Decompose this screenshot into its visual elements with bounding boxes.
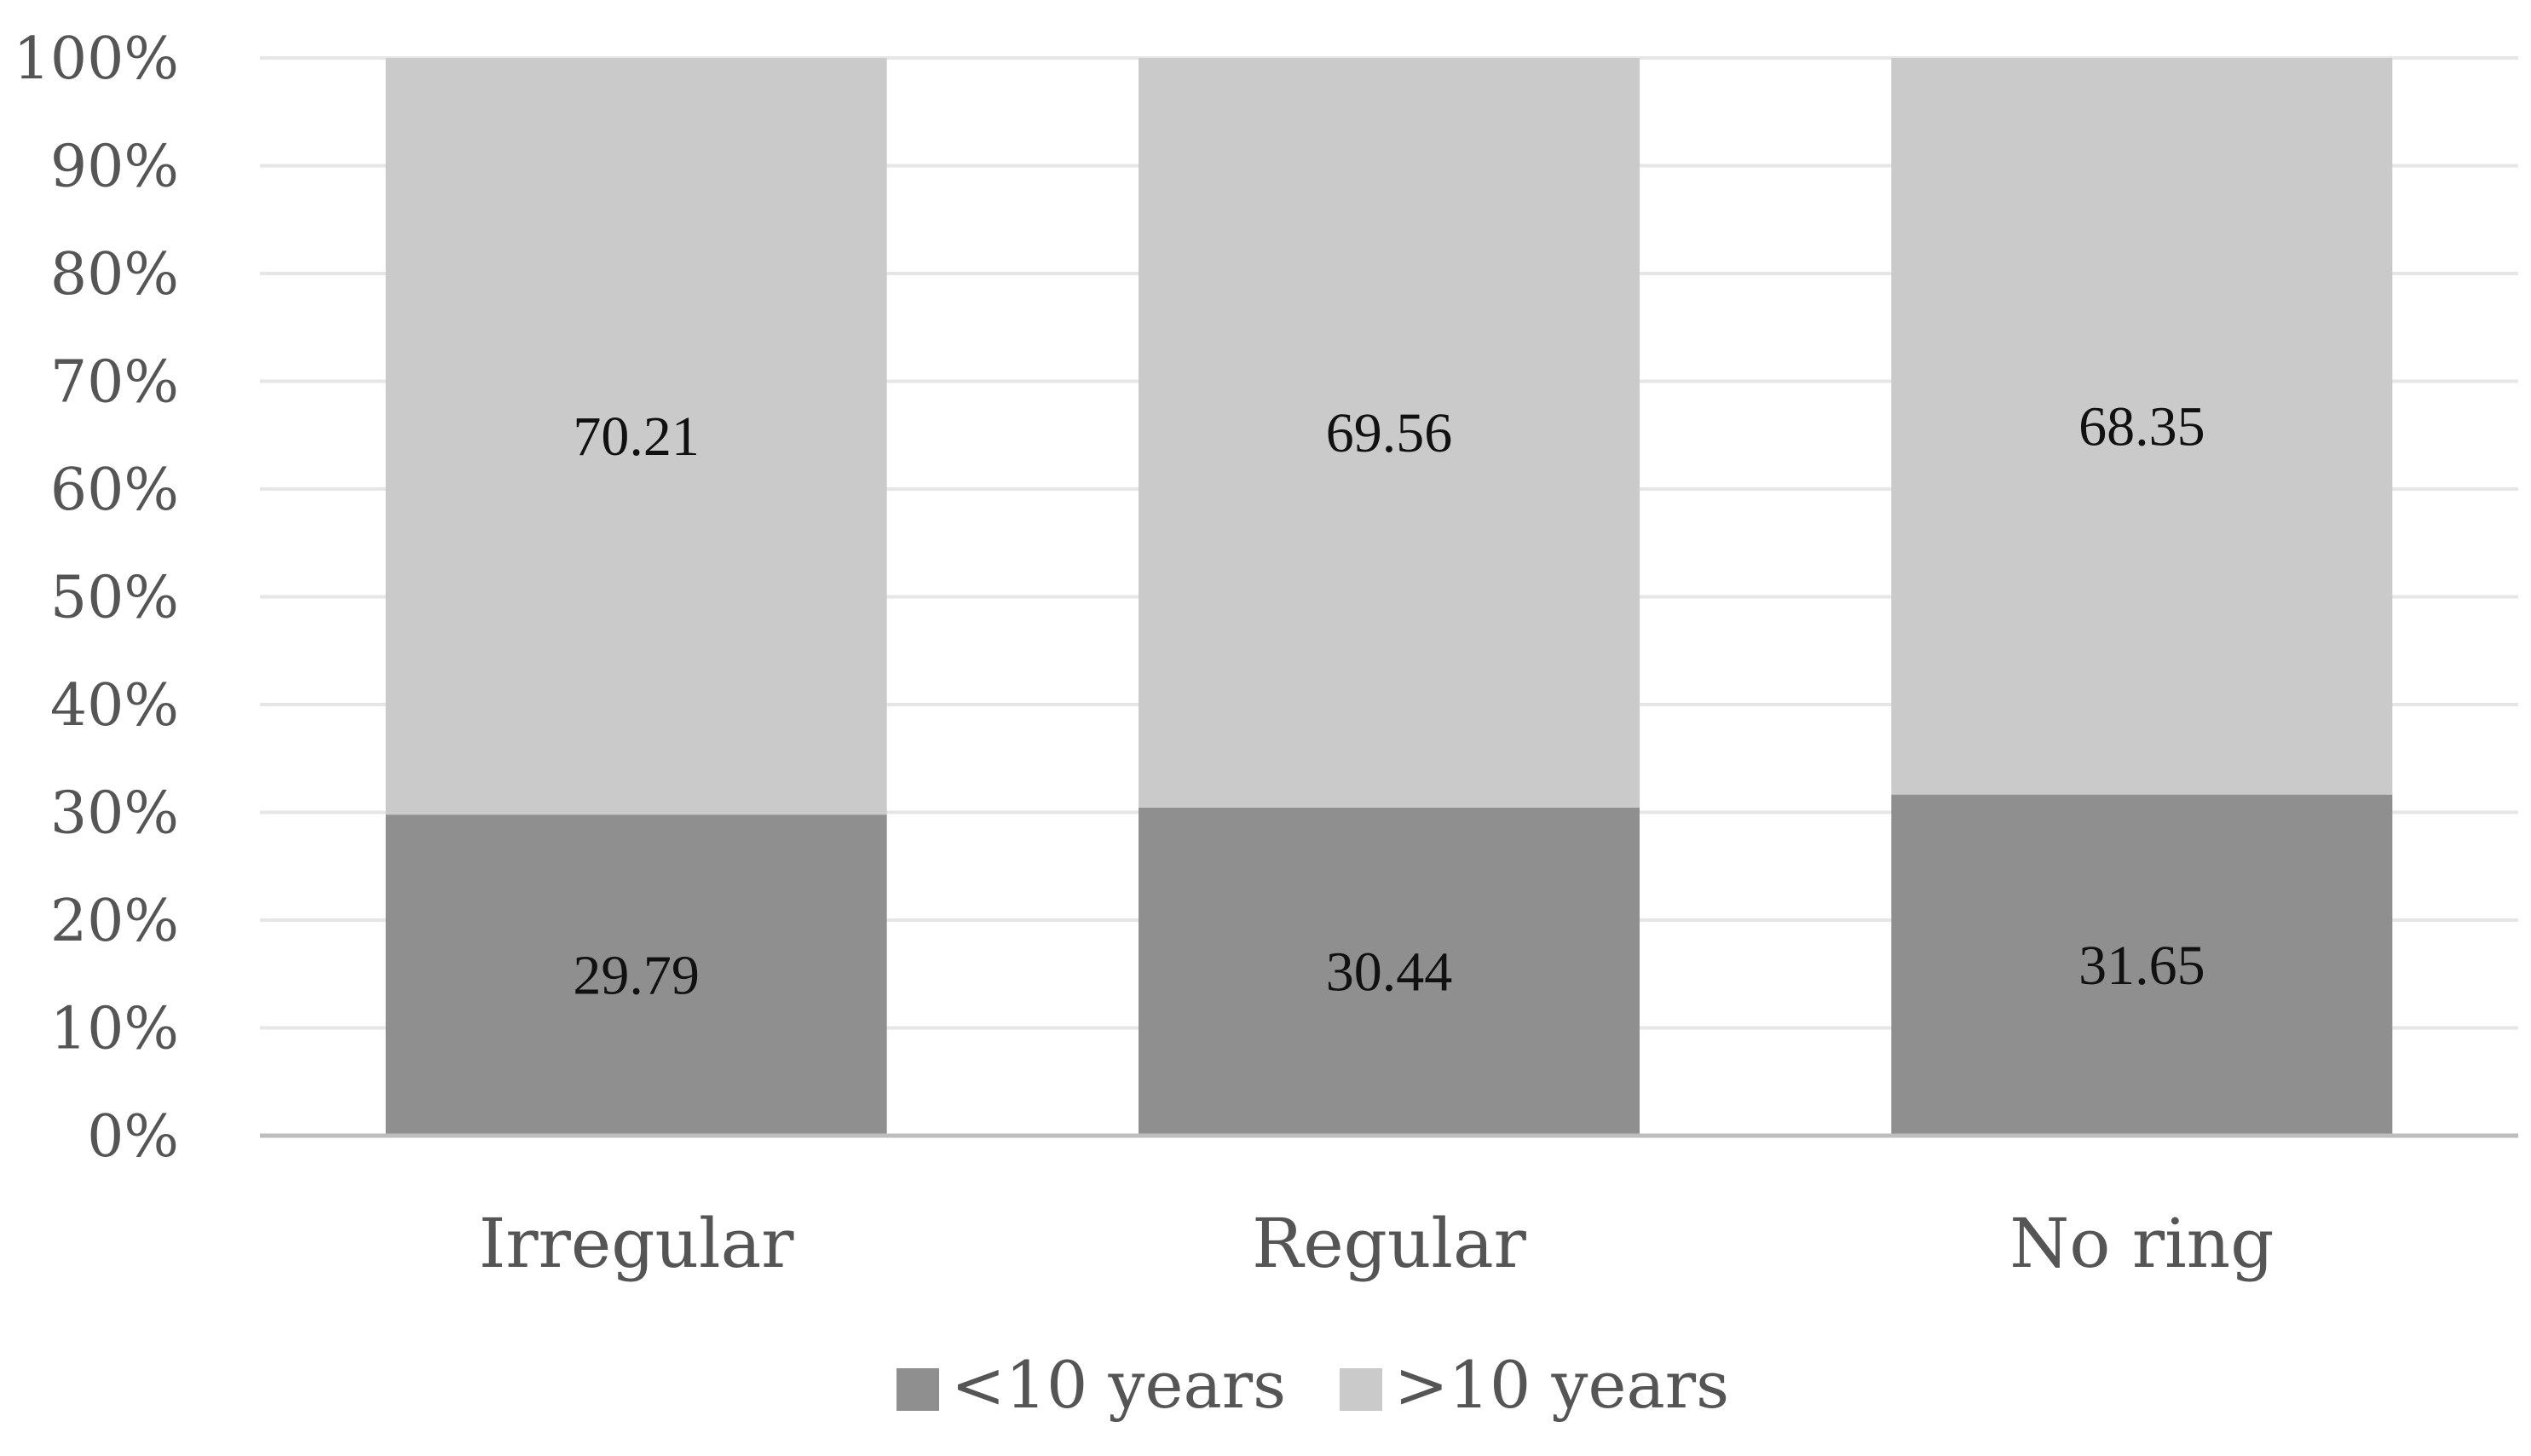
data-label: 31.65 (2078, 935, 2205, 997)
data-label: 30.44 (1326, 941, 1453, 1003)
data-label: 69.56 (1326, 402, 1453, 464)
y-tick-label: 30% (50, 780, 179, 848)
data-label: 29.79 (573, 945, 700, 1007)
x-tick-label: Irregular (479, 1204, 794, 1283)
y-tick-label: 10% (50, 996, 179, 1063)
data-labels: 29.79 70.21 30.44 69.56 31.65 68.35 (573, 395, 2205, 1006)
bars (385, 58, 2393, 1136)
data-label: 70.21 (573, 406, 700, 468)
bar-segment (385, 814, 887, 1136)
y-tick-label: 50% (50, 565, 179, 632)
x-axis: Irregular Regular No ring (260, 1133, 2518, 1283)
legend-swatch (1340, 1368, 1382, 1411)
y-tick-label: 0% (87, 1103, 179, 1171)
y-tick-label: 60% (50, 457, 179, 524)
y-tick-label: 90% (50, 134, 179, 201)
data-label: 68.35 (2078, 395, 2205, 458)
bar-segment (1891, 794, 2393, 1136)
bar-segment (1139, 58, 1640, 808)
x-tick-label: No ring (2009, 1204, 2274, 1283)
y-tick-label: 70% (50, 349, 179, 417)
legend: <10 years >10 years (897, 1347, 1729, 1423)
legend-swatch (897, 1368, 939, 1411)
y-tick-label: 80% (50, 241, 179, 308)
y-tick-label: 40% (50, 672, 179, 740)
bar-segment (1139, 807, 1640, 1136)
bar-segment (385, 58, 887, 815)
y-tick-label: 100% (14, 26, 179, 93)
legend-label: <10 years (951, 1347, 1286, 1423)
y-tick-label: 20% (50, 888, 179, 955)
y-axis: 0% 10% 20% 30% 40% 50% 60% 70% 80% 90% 100% (14, 26, 179, 1171)
legend-label: >10 years (1394, 1347, 1729, 1423)
x-tick-label: Regular (1252, 1204, 1527, 1283)
bar-segment (1891, 58, 2393, 795)
